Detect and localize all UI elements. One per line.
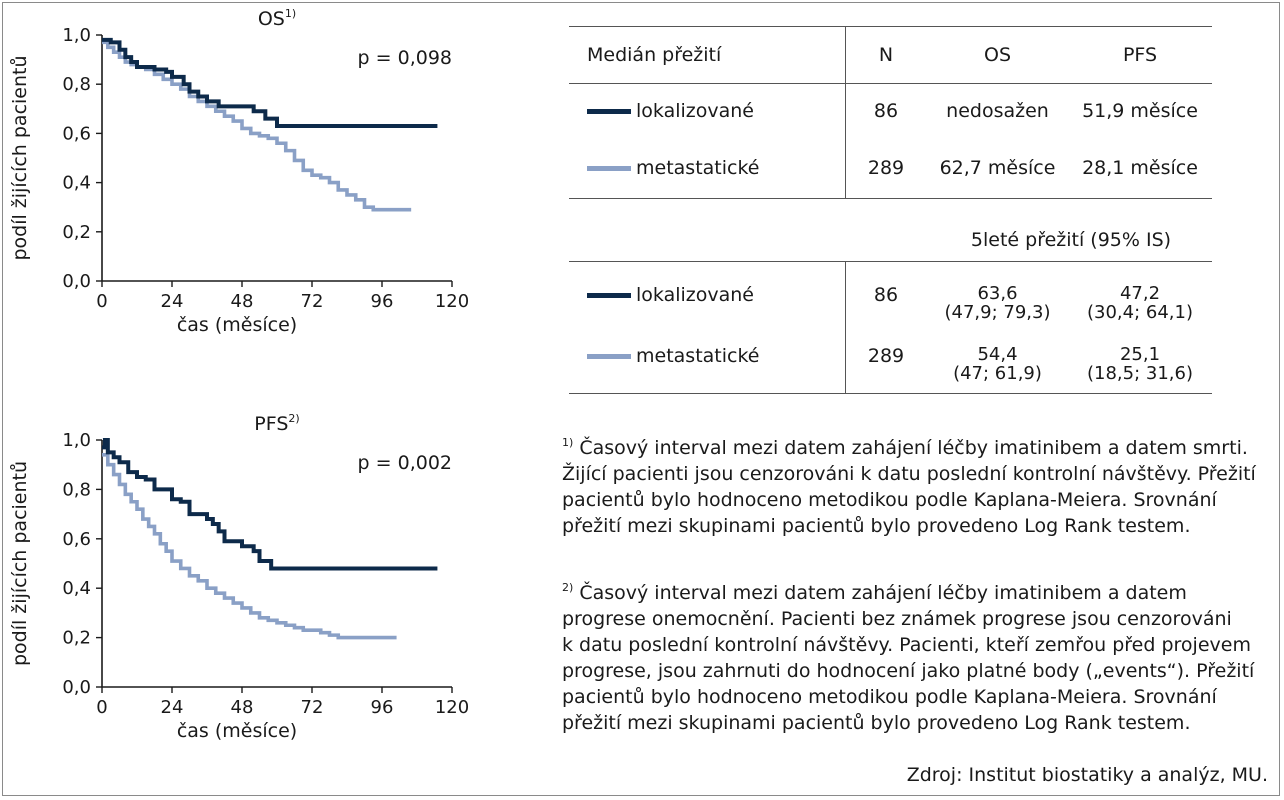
x-axis-label: čas (měsíce) [177, 720, 297, 742]
table-top-rule [569, 26, 1212, 27]
chart-title-footnote-mark: 2) [288, 412, 299, 425]
x-tick-label: 72 [301, 291, 324, 312]
table-col-divider-1 [845, 26, 846, 198]
x-tick-label: 96 [371, 697, 394, 718]
footnote-2-line-4: progrese, jsou zahrnuti do hodnocení jak… [562, 660, 1255, 682]
p-value-label: p = 0,098 [358, 47, 452, 69]
footnote-1-line-4: přežití mezi skupinami pacientů bylo pro… [562, 515, 1191, 537]
row5-label-metastatic: metastatické [636, 345, 760, 367]
os-chart: 0,0 0,2 0,4 0,6 0,8 1,0 0 24 48 72 96 120 čas (měsíc… [9, 7, 469, 336]
x-tick-label: 24 [161, 697, 184, 718]
footnote-2-line-3: k datu poslední kontrolní návštěvy. Paci… [562, 634, 1251, 656]
row-os-localized: nedosažen [946, 100, 1049, 122]
source-credit: Zdroj: Institut biostatiky a analýz, MU. [906, 764, 1268, 786]
footnote-1-line-3: pacientů bylo hodnoceno metodikou podle … [562, 489, 1217, 511]
series-line-metastatic [102, 453, 397, 640]
row-label-localized: lokalizované [636, 100, 754, 122]
x-tick-label: 48 [231, 291, 254, 312]
y-tick-label: 0,8 [62, 74, 91, 95]
y-axis-label: podíl žijících pacientů [9, 55, 31, 260]
chart-title-footnote-mark: 1) [285, 7, 296, 20]
legend-line-localized-5y [587, 293, 631, 298]
p-value-label: p = 0,002 [358, 452, 452, 474]
row-label-metastatic: metastatické [636, 157, 760, 179]
chart-title: OS1) [258, 7, 296, 30]
footnote-1: 1) Časový interval mezi datem zahájení l… [562, 430, 1270, 539]
footnote-2: 2) Časový interval mezi datem zahájení l… [562, 575, 1270, 736]
row5-pfs-metastatic-ci: (18,5; 31,6) [1087, 363, 1193, 384]
footnote-2-line-1: Časový interval mezi datem zahájení léčb… [579, 582, 1187, 604]
row5-pfs-localized-value: 47,2 [1119, 283, 1161, 304]
row5-pfs-metastatic: 25,1 (18,5; 31,6) [1068, 345, 1212, 383]
row5-n-localized: 86 [873, 284, 899, 306]
row5-os-localized-value: 63,6 [977, 283, 1018, 304]
footnote-2-line-2: progrese onemocnění. Pacienti bez známek… [562, 608, 1232, 630]
footnote-2-line-5: pacientů bylo hodnoceno metodikou podle … [562, 686, 1217, 708]
footnote-1-line-2: Žijící pacienti jsou cenzorováni k datu … [562, 463, 1256, 485]
table-header-n: N [878, 44, 894, 66]
footnote-2-mark: 2) [562, 581, 574, 594]
y-tick-label: 0,8 [62, 479, 91, 500]
row-pfs-metastatic: 28,1 měsíce [1082, 157, 1198, 179]
footnote-1-line: 1) Časový interval mezi datem zahájení l… [562, 430, 1270, 461]
y-tick-label: 0,2 [62, 628, 91, 649]
table-header-os: OS [983, 44, 1011, 66]
row-pfs-localized: 51,9 měsíce [1082, 100, 1198, 122]
table-col-divider-2 [845, 261, 846, 393]
table-five-year-rule [569, 261, 1212, 262]
table-mid-rule [569, 198, 1212, 199]
x-tick-label: 0 [96, 291, 107, 312]
y-tick-label: 0,6 [62, 123, 91, 144]
series-line-localized [102, 438, 438, 571]
footnote-2-line-6: přežití mezi skupinami pacientů bylo pro… [562, 712, 1191, 734]
y-tick-label: 0,2 [62, 222, 91, 243]
row5-label-localized: lokalizované [636, 284, 754, 306]
five-year-header: 5leté přežití (95% IS) [970, 229, 1172, 251]
x-tick-label: 96 [371, 291, 394, 312]
row5-n-metastatic: 289 [867, 345, 905, 367]
table-header-label: Medián přežití [587, 44, 722, 66]
table-bottom-rule [569, 393, 1212, 394]
table-header-pfs: PFS [1122, 44, 1158, 66]
legend-line-metastatic-5y [587, 354, 631, 359]
x-tick-label: 24 [161, 291, 184, 312]
x-tick-label: 48 [231, 697, 254, 718]
footnote-2-line: 2) Časový interval mezi datem zahájení l… [562, 575, 1270, 606]
y-tick-label: 0,4 [62, 173, 91, 194]
footnote-1-line-1: Časový interval mezi datem zahájení léčb… [579, 437, 1248, 459]
x-tick-label: 120 [435, 291, 469, 312]
row5-os-localized: 63,6 (47,9; 79,3) [930, 284, 1065, 322]
row5-os-metastatic: 54,4 (47; 61,9) [930, 345, 1065, 383]
x-tick-label: 72 [301, 697, 324, 718]
legend-line-localized [587, 109, 631, 114]
row-os-metastatic: 62,7 měsíce [939, 157, 1056, 179]
row5-os-localized-ci: (47,9; 79,3) [944, 302, 1051, 323]
row5-os-metastatic-ci: (47; 61,9) [953, 363, 1042, 384]
y-tick-label: 1,0 [62, 25, 91, 46]
chart-title: PFS2) [254, 412, 299, 435]
x-axis-label: čas (měsíce) [177, 314, 297, 336]
row5-pfs-localized-ci: (30,4; 64,1) [1087, 302, 1193, 323]
row5-pfs-localized: 47,2 (30,4; 64,1) [1068, 284, 1212, 322]
row-n-metastatic: 289 [867, 157, 905, 179]
y-axis-label: podíl žijících pacientů [9, 461, 31, 666]
legend-line-metastatic [587, 166, 631, 171]
x-tick-label: 120 [435, 697, 469, 718]
row5-pfs-metastatic-value: 25,1 [1119, 344, 1161, 365]
y-tick-label: 0,0 [62, 271, 91, 292]
x-tick-label: 0 [96, 697, 107, 718]
series-line-localized [102, 37, 438, 129]
pfs-chart: 0,0 0,2 0,4 0,6 0,8 1,0 0 24 48 72 96 120 čas (měsíc… [9, 412, 469, 742]
y-tick-label: 0,0 [62, 677, 91, 698]
y-tick-label: 0,4 [62, 578, 91, 599]
row5-os-metastatic-value: 54,4 [977, 344, 1018, 365]
row-n-localized: 86 [873, 100, 899, 122]
table-header-rule [569, 83, 1212, 84]
footnote-1-mark: 1) [562, 436, 574, 449]
y-tick-label: 1,0 [62, 430, 91, 451]
y-tick-label: 0,6 [62, 529, 91, 550]
